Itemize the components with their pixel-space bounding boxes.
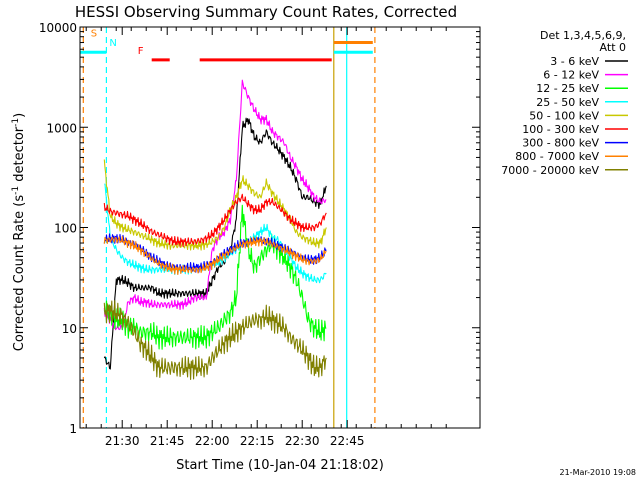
series-line-7 <box>103 235 327 276</box>
legend-item-label-1: 6 - 12 keV <box>543 69 599 82</box>
x-tick-label-4: 22:30 <box>285 434 320 448</box>
x-tick-label-2: 22:00 <box>195 434 230 448</box>
x-tick-label-5: 22:45 <box>330 434 365 448</box>
x-tick-label-3: 22:15 <box>240 434 275 448</box>
y-tick-label-0: 1 <box>69 422 77 436</box>
legend-item-label-2: 12 - 25 keV <box>536 82 599 95</box>
legend-item-label-7: 800 - 7000 keV <box>515 150 599 163</box>
flag-label-N: N <box>109 38 116 49</box>
y-tick-label-3: 1000 <box>46 121 77 135</box>
legend-title-line1: Det 1,3,4,5,6,9, <box>540 29 626 42</box>
y-axis-label: Corrected Count Rate (s-1 detector-1) <box>11 113 27 351</box>
footer-timestamp: 21-Mar-2010 19:08 <box>560 468 637 477</box>
legend-item-label-8: 7000 - 20000 keV <box>501 164 599 177</box>
legend-item-label-4: 50 - 100 keV <box>529 109 599 122</box>
legend-item-label-0: 3 - 6 keV <box>550 55 599 68</box>
series-line-8 <box>103 300 327 381</box>
y-axis-label-part3: ) <box>12 113 27 118</box>
y-axis-label-sup1: -1 <box>11 186 21 195</box>
legend-title-line2: Att 0 <box>600 41 626 54</box>
x-tick-label-0: 21:30 <box>105 434 140 448</box>
y-tick-label-2: 100 <box>54 222 77 236</box>
y-tick-label-1: 10 <box>62 322 77 336</box>
y-axis-label-sup2: -1 <box>11 118 21 127</box>
y-tick-label-4: 10000 <box>39 21 77 35</box>
flag-label-S: S <box>91 29 97 40</box>
series-line-1 <box>103 79 327 331</box>
x-axis-label: Start Time (10-Jan-04 21:18:02) <box>176 458 384 473</box>
plot-area: S N F <box>80 27 376 428</box>
series-line-2 <box>103 204 327 350</box>
y-axis-label-part2: detector <box>12 126 27 186</box>
flag-label-F: F <box>138 46 144 57</box>
legend-item-label-3: 25 - 50 keV <box>536 96 599 109</box>
axes: 21:30 21:45 22:00 22:15 22:30 22:45 1 10 100 1000… <box>39 21 480 448</box>
chart-title: HESSI Observing Summary Count Rates, Cor… <box>75 3 457 21</box>
series-line-5 <box>103 193 327 248</box>
legend-item-label-6: 300 - 800 keV <box>522 137 599 150</box>
y-axis-label-part1: Corrected Count Rate (s <box>12 195 27 352</box>
series-line-0 <box>103 117 327 370</box>
x-tick-label-1: 21:45 <box>150 434 185 448</box>
legend-item-label-5: 100 - 300 keV <box>522 123 599 136</box>
